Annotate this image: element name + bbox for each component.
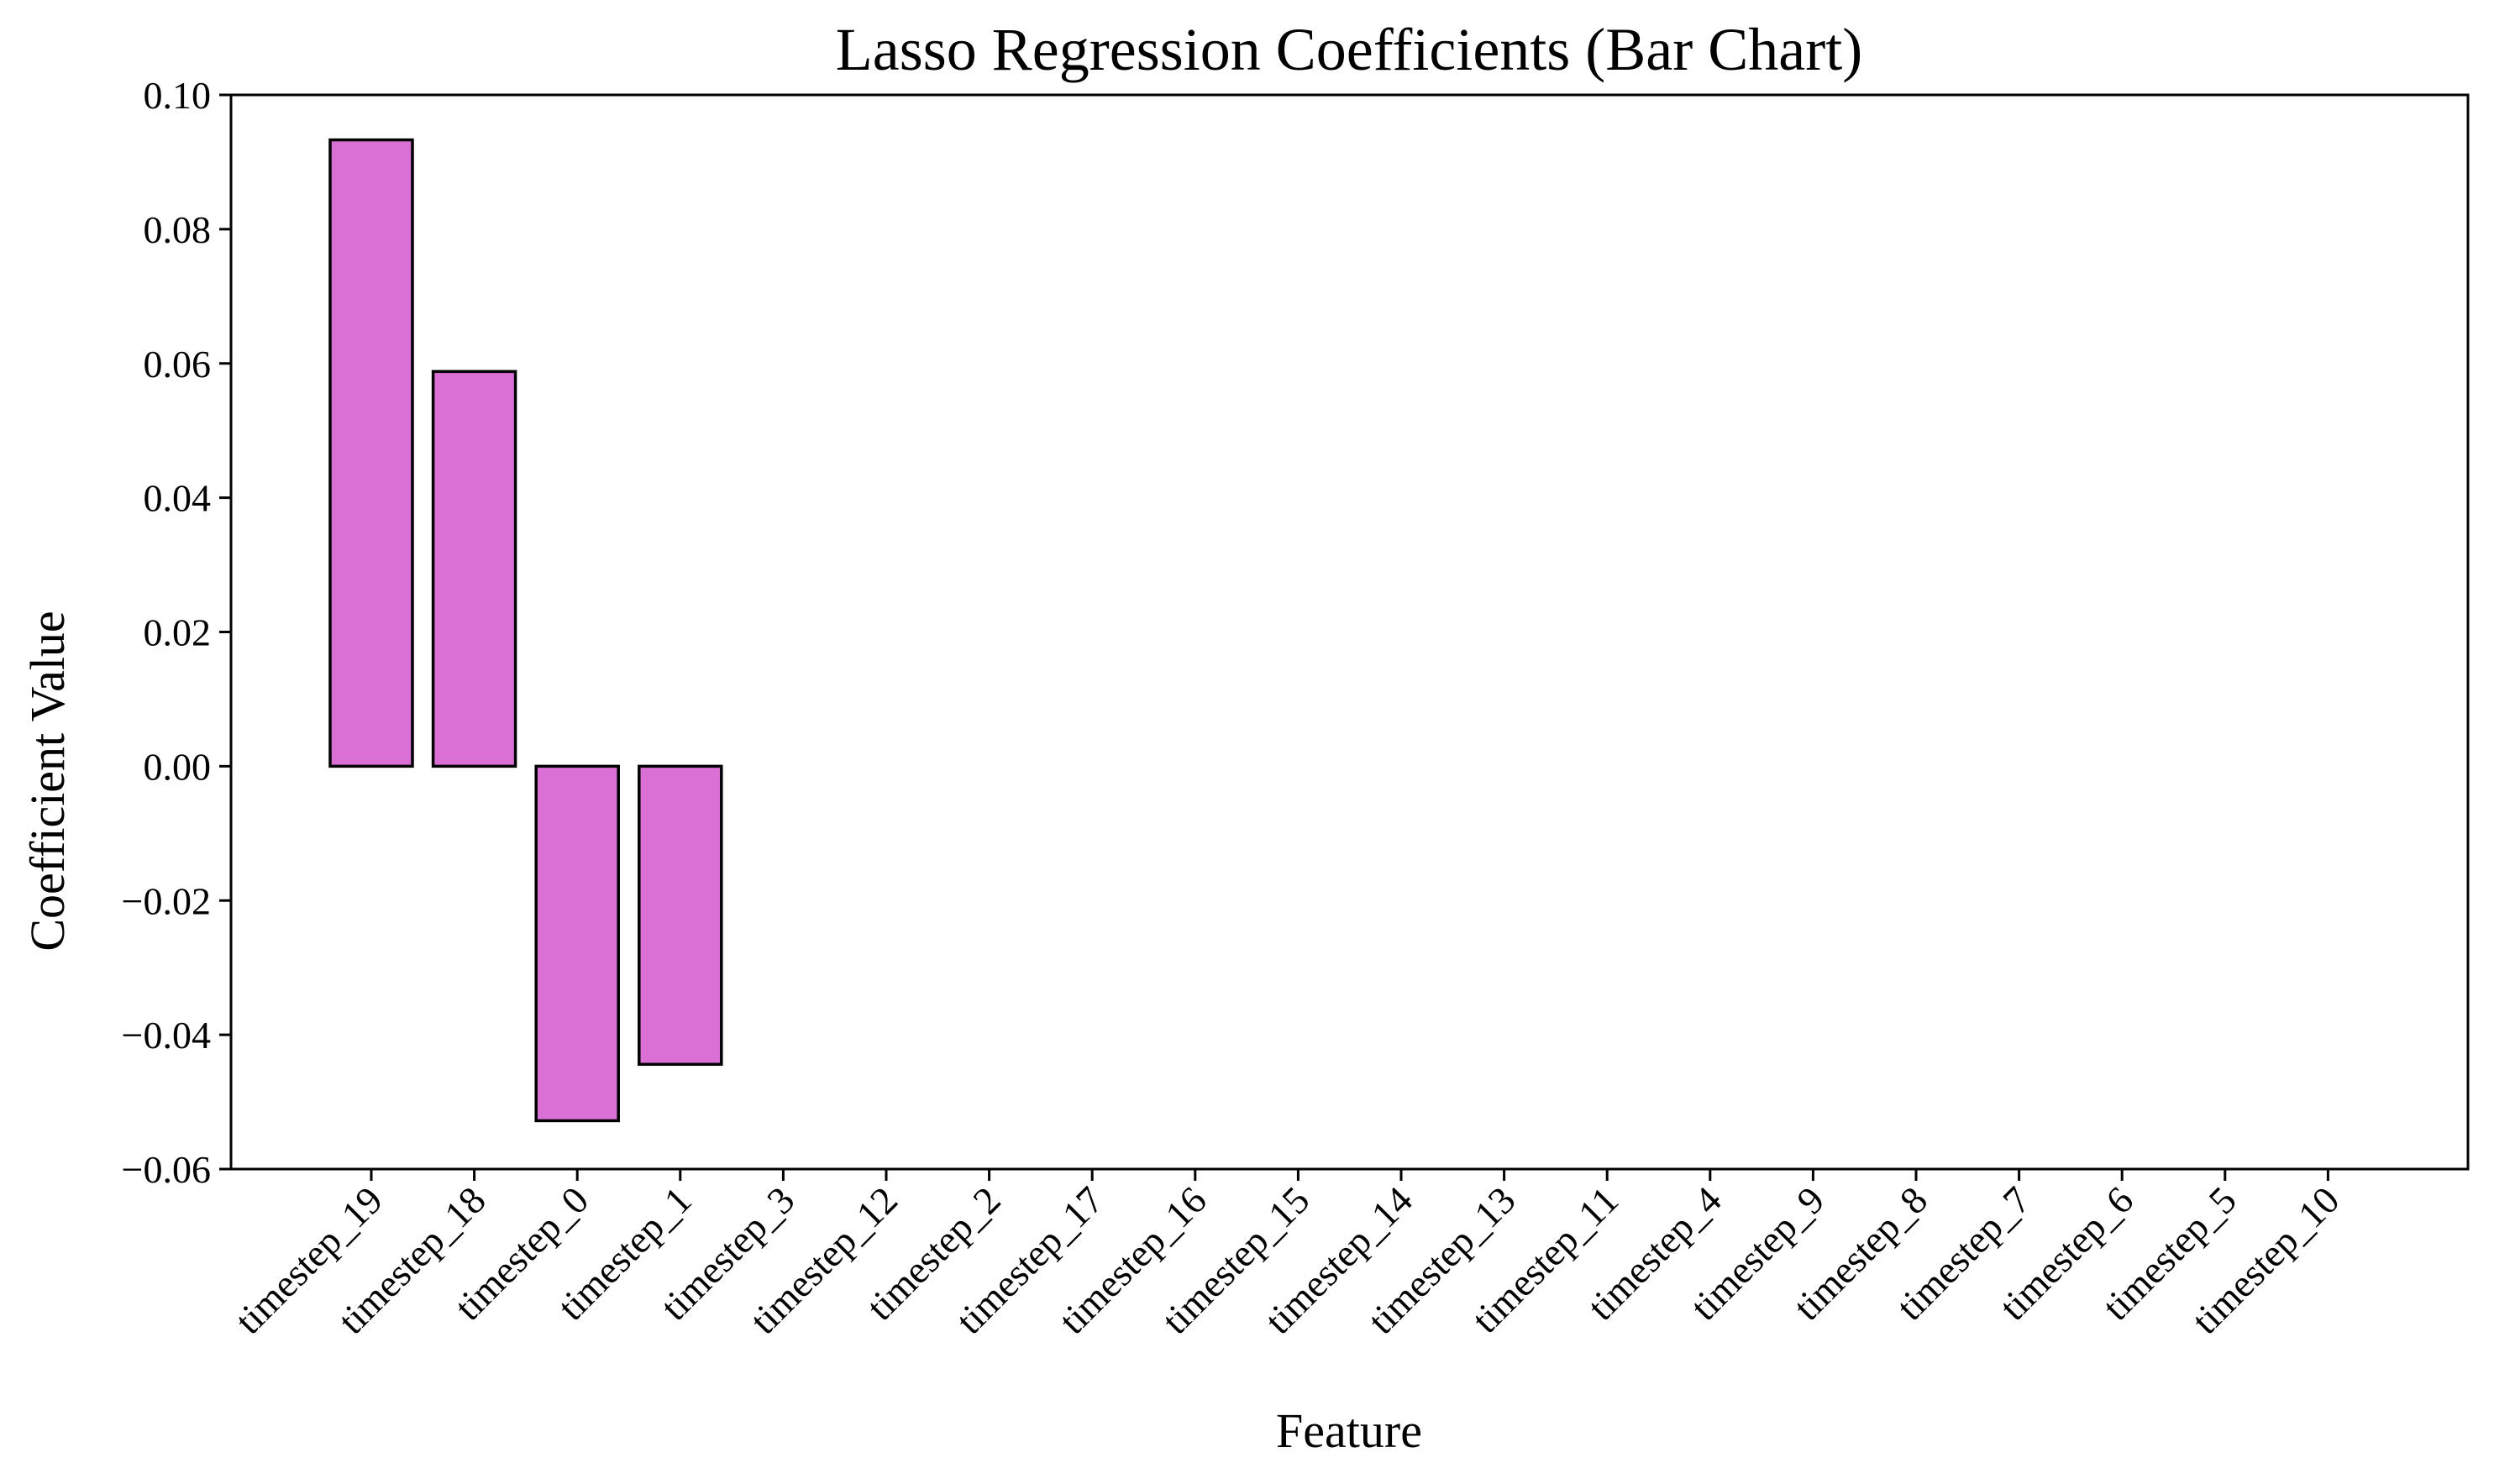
y-axis-label: Coefficient Value bbox=[20, 611, 75, 951]
y-tick-label: −0.04 bbox=[122, 1014, 211, 1057]
y-ticks-group: −0.06 −0.04 −0.02 0.00 0.02 0.04 0.06 0.08 0.10 bbox=[122, 74, 231, 1191]
y-tick-label: −0.02 bbox=[122, 879, 211, 922]
bar-timestep_0 bbox=[534, 764, 620, 1123]
y-tick-label: 0.06 bbox=[144, 343, 212, 385]
bar-timestep_18 bbox=[431, 370, 517, 768]
y-tick-label: 0.08 bbox=[144, 208, 212, 251]
y-tick-label: 0.00 bbox=[144, 745, 212, 788]
y-tick-label: −0.06 bbox=[122, 1148, 211, 1191]
bar-timestep_1 bbox=[638, 764, 723, 1067]
bar-timestep_19 bbox=[328, 138, 414, 768]
y-tick-label: 0.02 bbox=[144, 611, 212, 654]
y-tick-label: 0.10 bbox=[144, 74, 212, 117]
x-ticks-group: timestep_19timestep_18timestep_0timestep… bbox=[227, 1169, 2347, 1342]
x-axis-label: Feature bbox=[1276, 1403, 1422, 1458]
bars-group bbox=[328, 138, 723, 1123]
y-tick-label: 0.04 bbox=[144, 477, 212, 520]
chart-title: Lasso Regression Coefficients (Bar Chart… bbox=[836, 16, 1862, 83]
plot-frame bbox=[229, 93, 2470, 1171]
